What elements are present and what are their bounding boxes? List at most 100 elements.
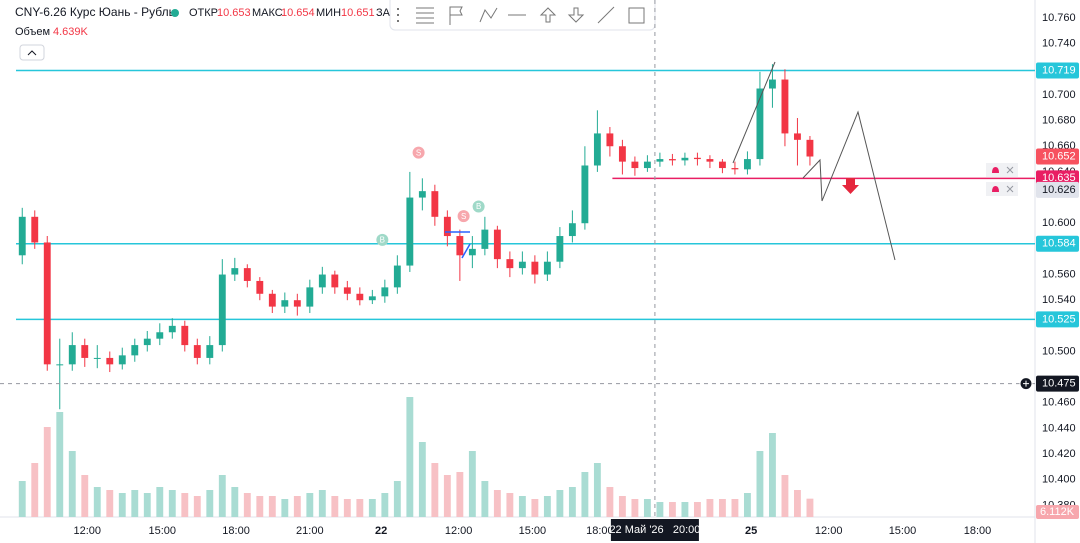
volume-bar bbox=[543, 496, 551, 517]
candle-body bbox=[368, 296, 376, 301]
candle-body bbox=[31, 216, 39, 243]
toolbar-icon[interactable] bbox=[597, 6, 615, 24]
candle-body bbox=[56, 364, 64, 366]
volume-bar bbox=[231, 487, 239, 517]
candle-body bbox=[631, 161, 639, 169]
candle-body bbox=[693, 157, 701, 160]
candle-body bbox=[106, 357, 114, 365]
candle-body bbox=[618, 146, 626, 162]
volume-bar bbox=[718, 499, 726, 517]
volume-bar bbox=[256, 496, 264, 517]
candle-body bbox=[706, 159, 714, 162]
main-layer: 10.76010.74010.70010.68010.66010.64010.6… bbox=[16, 12, 1076, 537]
y-tick-label: 10.600 bbox=[1042, 217, 1076, 229]
trade-marker-label: S bbox=[461, 212, 466, 221]
candle-body bbox=[143, 338, 151, 346]
volume-bar bbox=[756, 451, 764, 517]
level-label-box bbox=[1036, 311, 1079, 328]
candle-body bbox=[293, 300, 301, 307]
candle-body bbox=[781, 79, 789, 134]
candle-body bbox=[543, 261, 551, 275]
alert-box[interactable] bbox=[986, 182, 1018, 196]
close-icon[interactable] bbox=[1006, 185, 1014, 193]
candle-body bbox=[268, 293, 276, 307]
ohlc-label: МАКС bbox=[252, 7, 283, 19]
volume-bar bbox=[393, 481, 401, 517]
level-label: 10.635 bbox=[1042, 172, 1076, 184]
volume-bar bbox=[331, 496, 339, 517]
candle-body bbox=[593, 133, 601, 166]
volume-bar bbox=[293, 496, 301, 517]
volume-bar bbox=[31, 463, 39, 517]
candle-body bbox=[581, 165, 589, 224]
volume-bar bbox=[168, 490, 176, 517]
volume-bar bbox=[43, 427, 51, 517]
candle-body bbox=[231, 268, 239, 275]
y-tick-label: 10.440 bbox=[1042, 422, 1076, 434]
volume-bar bbox=[418, 442, 426, 517]
toolbar-icon[interactable] bbox=[416, 7, 434, 24]
volume-bar bbox=[206, 490, 214, 517]
y-tick-label: 10.700 bbox=[1042, 89, 1076, 101]
x-tick-label: 12:00 bbox=[74, 525, 102, 537]
close-icon[interactable] bbox=[1006, 166, 1014, 174]
toolbar-icon[interactable] bbox=[539, 7, 557, 23]
y-tick-label: 10.460 bbox=[1042, 397, 1076, 409]
x-tick-label: 15:00 bbox=[149, 525, 177, 537]
volume-bar bbox=[456, 472, 464, 517]
trade-marker-label: B bbox=[380, 236, 385, 245]
trade-marker bbox=[412, 146, 425, 159]
candle-body bbox=[356, 293, 364, 301]
volume-label: Объем bbox=[15, 26, 50, 38]
volume-bar bbox=[318, 490, 326, 517]
collapse-button[interactable] bbox=[19, 44, 45, 61]
volume-bar bbox=[68, 451, 76, 517]
candle-body bbox=[493, 229, 501, 260]
bell-icon[interactable] bbox=[992, 167, 999, 173]
x-tick-label: 18:00 bbox=[586, 525, 614, 537]
chevron-up[interactable] bbox=[27, 50, 37, 56]
volume-bar bbox=[768, 433, 776, 517]
volume-bar bbox=[143, 493, 151, 517]
volume-bar bbox=[443, 475, 451, 517]
volume-bar bbox=[794, 490, 801, 517]
candle-body bbox=[181, 325, 189, 346]
volume-bar bbox=[656, 502, 664, 517]
candle-body bbox=[43, 242, 51, 365]
candle-body bbox=[556, 236, 564, 262]
x-tick-label: 18:00 bbox=[964, 525, 992, 537]
candle-body bbox=[794, 133, 801, 140]
volume-bar bbox=[581, 472, 589, 517]
alert-box[interactable] bbox=[986, 163, 1018, 177]
candle-body bbox=[218, 274, 226, 346]
candle-body bbox=[331, 274, 339, 288]
candle-body bbox=[81, 345, 89, 358]
crosshair-time-label: 22 Май '26 20:00 bbox=[609, 524, 700, 536]
alert-controls[interactable] bbox=[986, 163, 1018, 196]
toolbar-icon[interactable] bbox=[479, 7, 498, 23]
volume-bar bbox=[493, 490, 501, 517]
toolbar-icon[interactable] bbox=[449, 6, 463, 25]
volume-value: 4.639K bbox=[53, 26, 89, 38]
toolbar-icon[interactable] bbox=[567, 7, 585, 23]
candle-body bbox=[806, 139, 814, 157]
bell-icon[interactable] bbox=[992, 186, 999, 192]
price-label: 10.626 bbox=[1042, 184, 1076, 196]
candle-body bbox=[18, 216, 26, 256]
candle-body bbox=[768, 79, 776, 89]
volume-bar bbox=[606, 487, 614, 517]
volume-bar bbox=[781, 475, 789, 517]
volume-bar bbox=[568, 487, 576, 517]
candle-body bbox=[431, 191, 439, 217]
symbol-title: CNY-6.26 Курс Юань - Рубль bbox=[15, 5, 175, 19]
candle-body bbox=[206, 345, 214, 358]
price-label-box bbox=[1036, 181, 1079, 198]
toolbar-icon[interactable] bbox=[628, 7, 645, 24]
volume-last-label: 6.112K bbox=[1040, 506, 1075, 518]
drawing-line bbox=[732, 61, 776, 164]
y-tick-label: 10.540 bbox=[1042, 294, 1076, 306]
candle-body bbox=[343, 287, 351, 294]
volume-bar bbox=[368, 499, 376, 517]
